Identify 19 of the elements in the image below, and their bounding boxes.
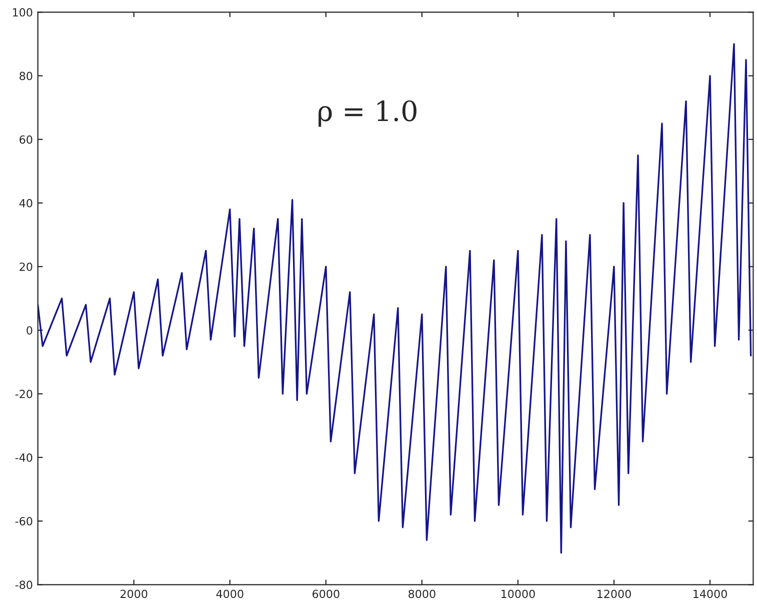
y-tick-label: 60 [20,135,32,144]
y-tick-label: 20 [20,262,32,271]
annotation: ρ = 1.0 [318,100,416,127]
y-tick-label: -60 [15,517,32,526]
y-tick-label: 100 [13,8,32,17]
x-tick-label: 2000 [120,590,148,598]
y-tick-label: -20 [15,390,32,398]
y-tick-label: -40 [15,453,32,462]
x-tick-label: 6000 [312,590,340,598]
x-tick-label: 4000 [216,590,244,598]
x-tick-label: 10000 [502,590,535,598]
y-tick-label: 80 [20,72,32,80]
y-tick-label: -80 [15,580,32,590]
y-tick-label: 40 [19,198,32,208]
x-tick-label: 8000 [408,590,436,598]
x-tick-label: 12000 [598,590,631,598]
y-tick-label: 0 [26,326,32,335]
x-tick-label: 14000 [694,590,727,598]
line-series [38,43,752,554]
